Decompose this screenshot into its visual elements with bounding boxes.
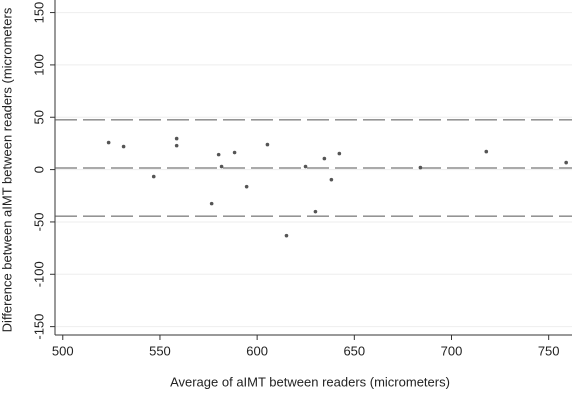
point xyxy=(484,149,489,154)
x-tick-label: 750 xyxy=(538,343,560,358)
point xyxy=(244,184,249,189)
y-tick-label: 150 xyxy=(31,2,46,24)
point xyxy=(209,201,214,206)
point xyxy=(303,164,308,169)
point xyxy=(174,143,179,148)
x-tick-label: 650 xyxy=(343,343,365,358)
x-tick-label: 700 xyxy=(441,343,463,358)
x-tick-label: 600 xyxy=(246,343,268,358)
x-tick-label: 500 xyxy=(52,343,74,358)
point xyxy=(329,177,334,182)
y-tick-label: -150 xyxy=(31,314,46,340)
point xyxy=(564,160,568,165)
y-axis-label: Difference between aIMT between readers … xyxy=(0,7,14,332)
point xyxy=(151,174,156,179)
y-tick-label: 100 xyxy=(31,54,46,76)
point xyxy=(337,151,342,156)
point xyxy=(265,142,270,147)
x-axis-label: Average of aIMT between readers (microme… xyxy=(170,374,450,389)
y-tick-label: 50 xyxy=(31,110,46,124)
y-tick-label: -50 xyxy=(31,213,46,232)
point xyxy=(216,152,221,157)
point xyxy=(418,165,423,170)
point xyxy=(322,156,327,161)
point xyxy=(284,233,289,238)
point xyxy=(219,164,224,169)
y-tick-label: 0 xyxy=(31,166,46,173)
y-tick-label: -100 xyxy=(31,261,46,287)
point xyxy=(121,144,126,149)
point xyxy=(232,150,237,155)
x-tick-label: 550 xyxy=(149,343,171,358)
point xyxy=(174,136,179,141)
point xyxy=(106,140,111,145)
point xyxy=(313,209,318,214)
